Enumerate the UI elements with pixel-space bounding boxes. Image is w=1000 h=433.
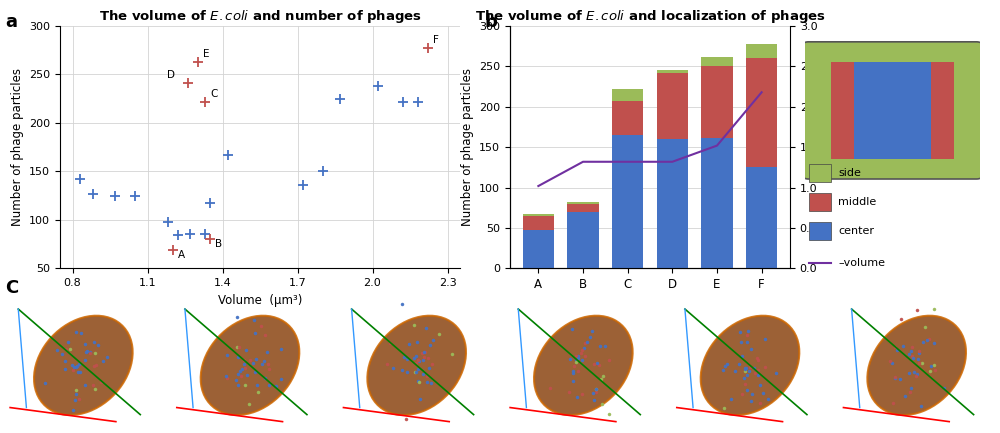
Bar (809, 222, 831, 240)
Text: C: C (210, 89, 217, 99)
Point (202, 236, 218, 243)
Bar (612, 135, 643, 268)
Bar (657, 139, 688, 268)
Point (72, 176, 88, 183)
Bar (931, 62, 954, 159)
Text: E: E (675, 295, 684, 308)
Text: b: b (485, 13, 498, 31)
Point (160, 218, 176, 225)
Text: D: D (509, 295, 519, 308)
Text: B: B (175, 295, 185, 308)
FancyBboxPatch shape (796, 42, 989, 179)
Point (410, 98, 426, 105)
Bar (612, 101, 643, 135)
Text: center: center (838, 226, 874, 236)
Point (127, 192, 143, 199)
Point (202, 199, 218, 206)
Bar (746, 58, 777, 168)
Text: –volume: –volume (838, 258, 885, 268)
Bar (701, 66, 733, 138)
Text: B: B (215, 239, 222, 249)
Point (180, 80, 196, 87)
Bar (523, 214, 554, 216)
X-axis label: Volume  (μm³): Volume (μm³) (218, 294, 302, 307)
Bar (701, 138, 733, 268)
Text: A: A (9, 295, 18, 308)
Bar (809, 164, 831, 182)
Ellipse shape (701, 316, 799, 415)
Bar (523, 216, 554, 230)
Ellipse shape (367, 316, 466, 415)
Point (394, 98, 411, 105)
Text: A: A (178, 250, 185, 260)
Ellipse shape (34, 316, 133, 415)
Point (314, 168, 330, 175)
Point (197, 98, 213, 105)
Point (332, 95, 348, 102)
Point (370, 83, 386, 90)
Point (197, 230, 213, 237)
Bar (612, 89, 643, 101)
Bar (567, 204, 599, 212)
Ellipse shape (867, 316, 966, 415)
Text: E: E (202, 49, 209, 59)
Bar (567, 212, 599, 268)
Point (84, 191, 100, 197)
Bar (567, 202, 599, 204)
Text: F: F (842, 295, 850, 308)
Text: C: C (342, 295, 351, 308)
Text: F: F (432, 36, 438, 45)
Point (107, 192, 123, 199)
Title: The volume of $\mathit{E.coli}$ and number of phages: The volume of $\mathit{E.coli}$ and numb… (99, 8, 421, 26)
Point (294, 181, 310, 188)
Text: middle: middle (838, 197, 877, 207)
Ellipse shape (201, 316, 299, 415)
Y-axis label: Number of phage particles: Number of phage particles (461, 68, 474, 226)
Text: C: C (5, 279, 18, 297)
Bar (746, 44, 777, 58)
Point (220, 152, 236, 158)
Bar (701, 57, 733, 66)
Bar (657, 73, 688, 139)
Point (420, 45, 436, 52)
Y-axis label: Number of phage particles: Number of phage particles (11, 68, 24, 226)
Bar (854, 62, 931, 159)
Text: a: a (5, 13, 17, 31)
Bar (657, 71, 688, 73)
Point (164, 246, 181, 253)
Point (190, 58, 206, 65)
Bar (831, 62, 854, 159)
Bar (809, 193, 831, 211)
Bar (746, 168, 777, 268)
Text: side: side (838, 168, 861, 178)
Bar (523, 230, 554, 268)
Ellipse shape (534, 316, 633, 415)
Title: The volume of $\mathit{E.coli}$ and localization of phages: The volume of $\mathit{E.coli}$ and loca… (475, 8, 825, 26)
Y-axis label: (μm³): (μm³) (820, 131, 833, 164)
Text: D: D (168, 70, 176, 80)
Point (169, 231, 186, 238)
Point (182, 230, 198, 237)
